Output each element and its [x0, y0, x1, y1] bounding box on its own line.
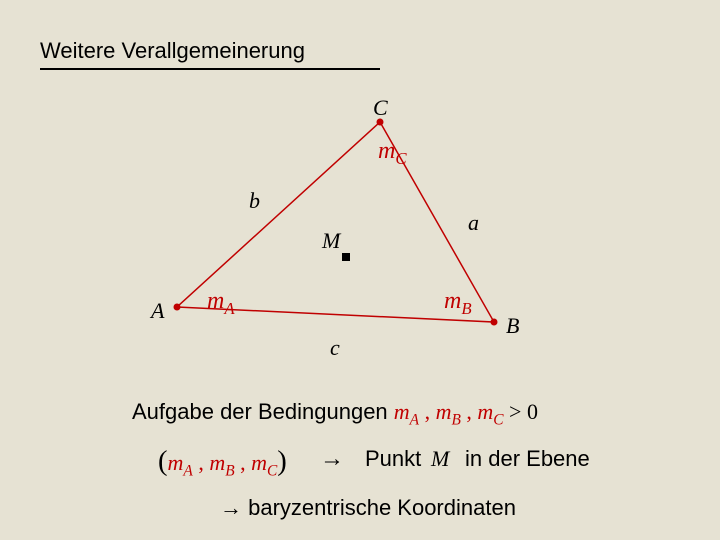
triangle-diagram	[0, 0, 720, 540]
vertex-label-A: A	[151, 298, 164, 324]
mass-label-mA: mA	[207, 288, 235, 319]
side-label-b: b	[249, 188, 260, 214]
point-label-M: M	[322, 228, 340, 254]
body-line-1: Aufgabe der Bedingungen mA , mB , mC > 0	[132, 399, 538, 429]
body-line-2-arrow: →	[320, 446, 344, 473]
side-label-a: a	[468, 210, 479, 236]
body-line-2-punkt: Punkt	[365, 446, 421, 472]
mass-label-mB: mB	[444, 288, 472, 319]
vertex-label-C: C	[373, 95, 388, 121]
mass-label-mC: mC	[378, 138, 407, 169]
body-line-2-M: M	[431, 446, 449, 472]
body-line-3: → baryzentrische Koordinaten	[220, 495, 516, 521]
vertex-label-B: B	[506, 313, 519, 339]
side-label-c: c	[330, 335, 340, 361]
body-line-2-tuple: (mA , mB , mC)	[158, 446, 287, 480]
body-line-2-rest: in der Ebene	[465, 446, 590, 472]
